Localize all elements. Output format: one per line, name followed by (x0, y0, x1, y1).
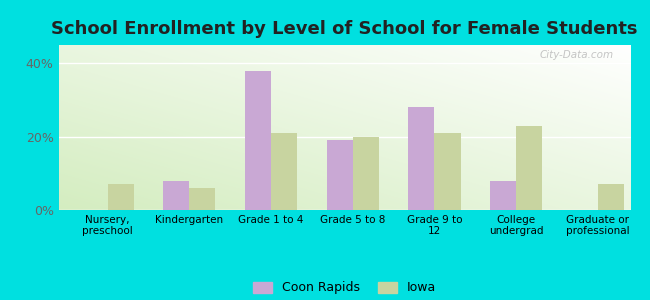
Bar (598, 184, 624, 210)
Bar (271, 133, 297, 210)
Bar (245, 71, 271, 210)
Bar (189, 188, 215, 210)
Bar (490, 181, 516, 210)
Bar (434, 133, 461, 210)
Legend: Coon Rapids, Iowa: Coon Rapids, Iowa (248, 277, 441, 299)
Bar (408, 107, 434, 210)
Bar (326, 140, 353, 210)
Bar (163, 181, 189, 210)
Bar (516, 126, 542, 210)
Text: City-Data.com: City-Data.com (540, 50, 614, 60)
Bar (107, 184, 134, 210)
Bar (353, 137, 379, 210)
Title: School Enrollment by Level of School for Female Students: School Enrollment by Level of School for… (51, 20, 638, 38)
